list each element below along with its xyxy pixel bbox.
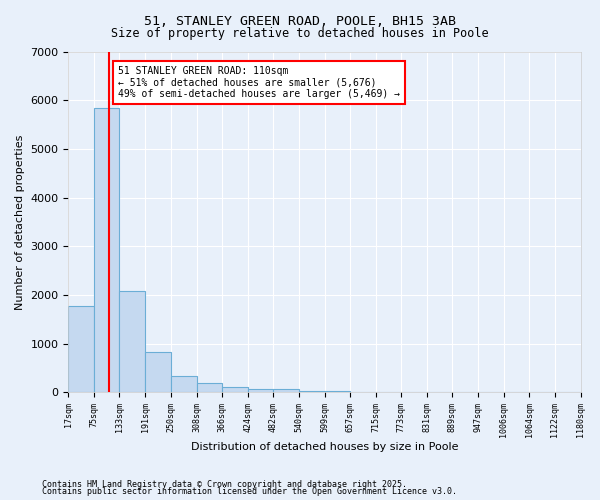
Text: Contains public sector information licensed under the Open Government Licence v3: Contains public sector information licen…: [42, 488, 457, 496]
Bar: [197, 383, 222, 392]
Text: 51 STANLEY GREEN ROAD: 110sqm
← 51% of detached houses are smaller (5,676)
49% o: 51 STANLEY GREEN ROAD: 110sqm ← 51% of d…: [118, 66, 400, 100]
Text: Size of property relative to detached houses in Poole: Size of property relative to detached ho…: [111, 28, 489, 40]
Bar: [299, 391, 325, 392]
Text: Contains HM Land Registry data © Crown copyright and database right 2025.: Contains HM Land Registry data © Crown c…: [42, 480, 407, 489]
Y-axis label: Number of detached properties: Number of detached properties: [15, 134, 25, 310]
X-axis label: Distribution of detached houses by size in Poole: Distribution of detached houses by size …: [191, 442, 458, 452]
Bar: [248, 389, 273, 392]
Bar: [68, 306, 94, 392]
Bar: [222, 388, 248, 392]
Bar: [94, 108, 119, 392]
Bar: [171, 376, 197, 392]
Text: 51, STANLEY GREEN ROAD, POOLE, BH15 3AB: 51, STANLEY GREEN ROAD, POOLE, BH15 3AB: [144, 15, 456, 28]
Bar: [119, 291, 145, 392]
Bar: [145, 352, 171, 392]
Bar: [273, 390, 299, 392]
